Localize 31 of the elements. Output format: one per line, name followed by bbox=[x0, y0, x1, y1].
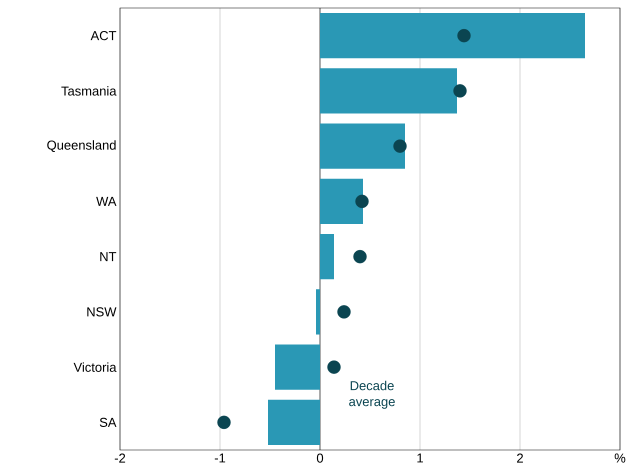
bar bbox=[320, 234, 334, 280]
x-tick-label: 2 bbox=[517, 454, 523, 463]
y-tick-label: NT bbox=[100, 252, 116, 262]
x-tick-label: 0 bbox=[316, 454, 324, 463]
x-tick-label: -2 bbox=[114, 454, 126, 463]
point bbox=[355, 194, 369, 208]
bar bbox=[320, 123, 405, 169]
point bbox=[353, 250, 367, 264]
point bbox=[327, 360, 341, 374]
y-tick-label: WA bbox=[96, 196, 116, 206]
bar bbox=[316, 289, 320, 335]
bar bbox=[320, 68, 457, 114]
point bbox=[453, 84, 467, 98]
series-label: Decade average bbox=[349, 380, 395, 409]
y-tick-label: Victoria bbox=[74, 362, 116, 372]
x-tick-label: % bbox=[614, 454, 626, 463]
point bbox=[217, 416, 231, 430]
y-tick-label: NSW bbox=[87, 307, 116, 316]
bar bbox=[320, 12, 585, 58]
point bbox=[337, 305, 351, 319]
x-tick-label: -1 bbox=[214, 454, 226, 462]
bar bbox=[275, 344, 320, 390]
y-tick-label: SA bbox=[100, 418, 116, 427]
x-tick-label: 1 bbox=[417, 454, 423, 462]
bar bbox=[320, 178, 363, 224]
y-tick-label: ACT bbox=[90, 31, 116, 40]
point bbox=[457, 28, 471, 42]
y-tick-label: Queensland bbox=[47, 140, 116, 152]
point bbox=[393, 139, 407, 153]
bar bbox=[268, 400, 320, 446]
y-tick-label: Tasmania bbox=[61, 86, 116, 96]
